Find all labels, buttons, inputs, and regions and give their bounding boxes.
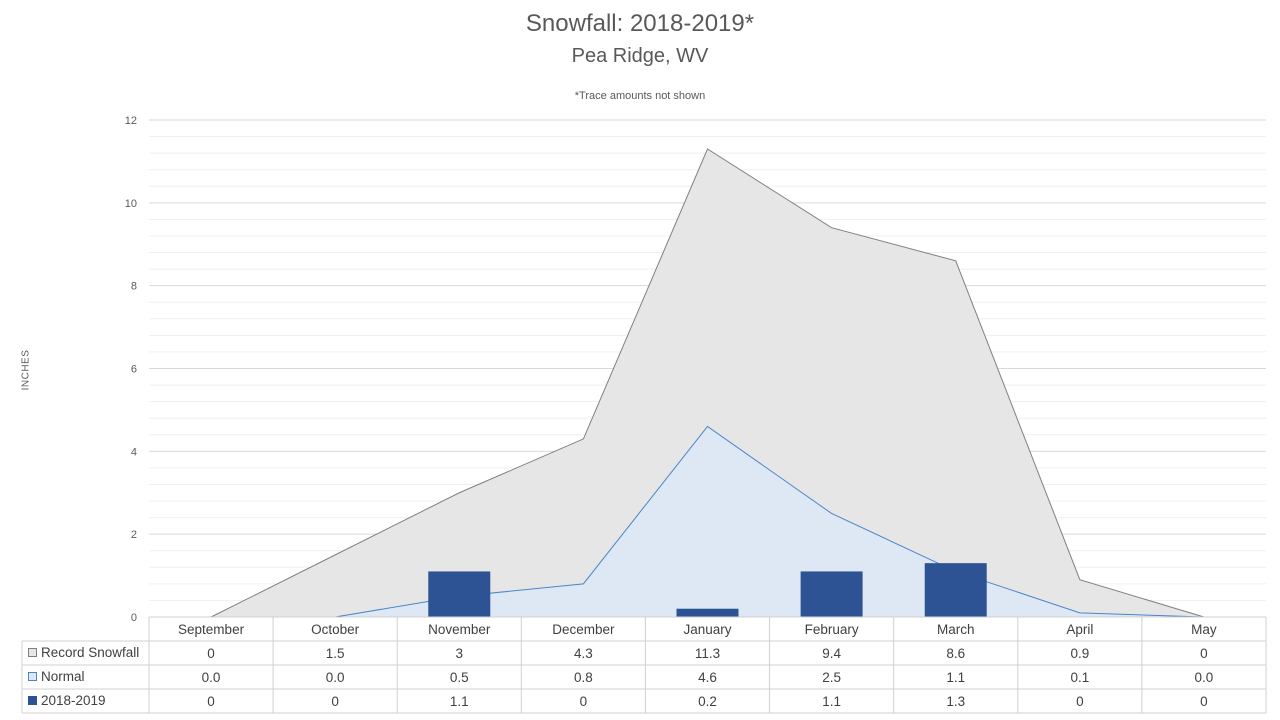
bar-february <box>800 571 863 617</box>
table-value: 0.2 <box>698 694 717 709</box>
legend-key-normal <box>28 672 37 681</box>
table-value: 0 <box>207 646 215 661</box>
chart-subtitle: Pea Ridge, WV <box>571 45 709 67</box>
chart-note: *Trace amounts not shown <box>574 90 706 102</box>
area-layer <box>210 148 1205 618</box>
bar-march <box>924 563 987 617</box>
y-tick-label: 6 <box>131 364 137 376</box>
category-label: December <box>552 622 615 637</box>
y-tick-label: 2 <box>131 529 137 541</box>
y-tick-label: 10 <box>125 198 137 210</box>
line-normal <box>211 425 1204 618</box>
legend-label: Normal <box>41 669 85 684</box>
table-value: 1.1 <box>946 670 965 685</box>
chart-title: Snowfall: 2018-2019* <box>525 10 755 37</box>
bar-january <box>676 608 739 617</box>
line-record-snowfall <box>210 148 1205 618</box>
table-value: 0.0 <box>202 670 221 685</box>
y-tick-label: 12 <box>125 115 137 127</box>
y-tick-label: 0 <box>131 612 137 624</box>
table-value: 9.4 <box>822 646 841 661</box>
table-value: 4.3 <box>574 646 593 661</box>
category-label: April <box>1066 622 1093 637</box>
table-value: 0 <box>1200 646 1208 661</box>
category-label: March <box>937 622 975 637</box>
table-value: 0.1 <box>1070 670 1089 685</box>
category-label: May <box>1191 622 1217 637</box>
legend-key-record-snowfall <box>28 648 37 657</box>
y-tick-label: 4 <box>131 446 137 458</box>
data-table: September October November December January F… <box>21 616 1267 714</box>
table-value: 11.3 <box>695 646 720 661</box>
category-label: February <box>805 622 859 637</box>
table-value: 1.3 <box>946 694 965 709</box>
table-value: 0.5 <box>450 670 469 685</box>
category-label: October <box>311 622 360 637</box>
table-value: 0 <box>207 694 215 709</box>
table-value: 0 <box>331 694 339 709</box>
area-record-snowfall <box>211 148 1204 617</box>
table-value: 8.6 <box>946 646 965 661</box>
category-label: January <box>683 622 731 637</box>
category-label: November <box>428 622 491 637</box>
table-value: 1.5 <box>326 646 345 661</box>
y-tick-layer: 0 2 4 6 8 10 12 <box>125 115 137 624</box>
legend-label: Record Snowfall <box>41 645 139 660</box>
category-label: September <box>178 622 245 637</box>
table-value: 2.5 <box>822 670 841 685</box>
y-tick-label: 8 <box>131 281 137 293</box>
table-value: 4.6 <box>698 670 717 685</box>
table-value: 1.1 <box>450 694 469 709</box>
table-value: 0 <box>1200 694 1208 709</box>
bar-layer <box>428 563 987 617</box>
table-value: 0 <box>580 694 588 709</box>
bar-november <box>428 571 491 617</box>
table-value: 0.9 <box>1070 646 1089 661</box>
area-normal <box>211 426 1204 617</box>
table-value: 3 <box>456 646 464 661</box>
table-value: 0 <box>1076 694 1084 709</box>
table-value: 0.0 <box>326 670 345 685</box>
table-value: 1.1 <box>822 694 841 709</box>
legend-label: 2018-2019 <box>41 693 106 708</box>
legend-key-2018-2019 <box>28 696 37 705</box>
table-value: 0.0 <box>1195 670 1214 685</box>
table-value: 0.8 <box>574 670 593 685</box>
